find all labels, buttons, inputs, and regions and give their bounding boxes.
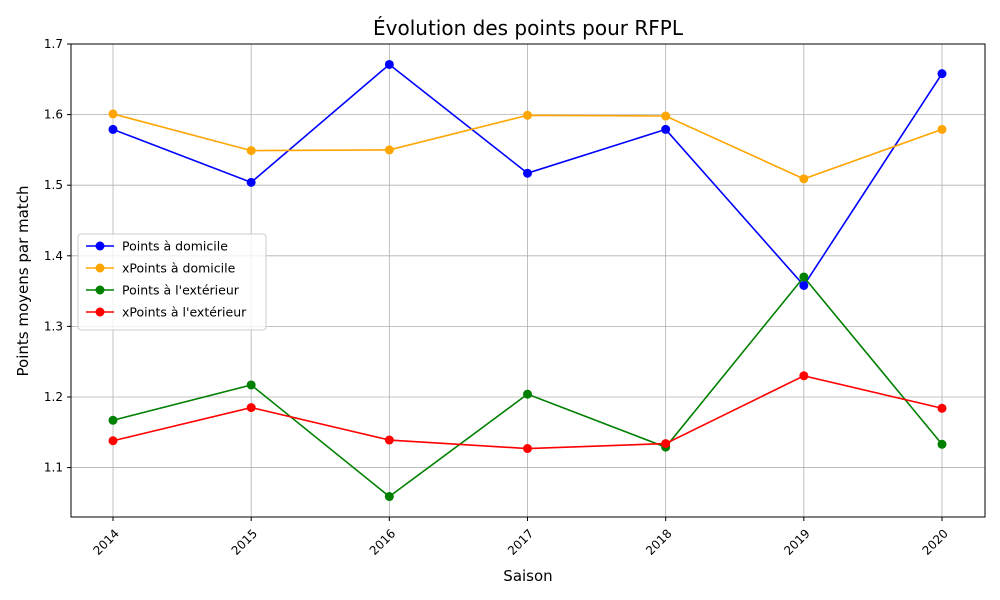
data-point [523, 389, 532, 399]
legend-marker [95, 263, 105, 273]
x-tick-label: 2020 [919, 526, 950, 557]
legend: Points à domicile xPoints à domicile Point… [77, 233, 267, 331]
x-tick-label: 2017 [505, 526, 536, 557]
data-point [937, 403, 947, 413]
data-point [384, 59, 394, 69]
data-point [384, 145, 394, 155]
data-point [523, 168, 532, 178]
legend-label: Points à l'extérieur [122, 283, 240, 298]
y-tick-label: 1.7 [44, 37, 63, 51]
data-point [108, 415, 118, 425]
data-point [799, 371, 809, 381]
data-point [937, 124, 947, 134]
series-2 [108, 272, 947, 502]
data-point [937, 439, 947, 449]
y-axis-ticks: 1.1 1.2 1.3 1.4 1.5 1.6 1.7 [44, 37, 71, 475]
data-point [246, 146, 256, 156]
data-point [108, 436, 118, 446]
data-point [799, 272, 809, 282]
y-tick-label: 1.6 [44, 108, 63, 122]
data-point [108, 109, 118, 119]
legend-label: xPoints à domicile [122, 261, 236, 276]
data-point [937, 69, 947, 79]
data-point [661, 439, 671, 449]
legend-marker [95, 307, 105, 317]
data-point [384, 492, 394, 502]
x-tick-label: 2018 [643, 526, 674, 557]
series-lines [108, 59, 947, 502]
legend-item: xPoints à l'extérieur [86, 305, 247, 320]
x-tick-label: 2016 [367, 526, 398, 557]
data-point [661, 111, 671, 121]
data-point [523, 110, 532, 120]
y-tick-label: 1.4 [44, 249, 63, 263]
data-point [384, 435, 394, 445]
series-0 [108, 59, 947, 290]
legend-label: Points à domicile [122, 239, 228, 254]
chart-title: Évolution des points pour RFPL [373, 16, 684, 40]
legend-box [77, 233, 267, 331]
legend-item: Points à l'extérieur [86, 283, 240, 298]
data-point [108, 124, 118, 134]
legend-item: xPoints à domicile [86, 261, 236, 276]
series-3 [108, 371, 947, 454]
x-tick-label: 2015 [229, 526, 260, 557]
x-axis-ticks: 2014 2015 2016 2017 2018 2019 2020 [90, 517, 951, 558]
data-point [799, 280, 809, 290]
x-tick-label: 2019 [781, 526, 812, 557]
data-point [523, 444, 532, 454]
y-tick-label: 1.3 [44, 319, 63, 333]
legend-marker [95, 285, 105, 295]
data-point [799, 174, 809, 184]
y-tick-label: 1.5 [44, 178, 63, 192]
legend-marker [95, 241, 105, 251]
x-axis-title: Saison [503, 567, 552, 585]
data-point [661, 124, 671, 134]
series-1 [108, 109, 947, 184]
y-axis-title: Points moyens par match [14, 186, 32, 377]
data-point [246, 403, 256, 413]
legend-label: xPoints à l'extérieur [122, 305, 247, 320]
data-point [246, 177, 256, 187]
y-tick-label: 1.2 [44, 390, 63, 404]
y-tick-label: 1.1 [44, 461, 63, 475]
data-point [246, 380, 256, 390]
legend-item: Points à domicile [86, 239, 228, 254]
x-tick-label: 2014 [90, 526, 121, 557]
